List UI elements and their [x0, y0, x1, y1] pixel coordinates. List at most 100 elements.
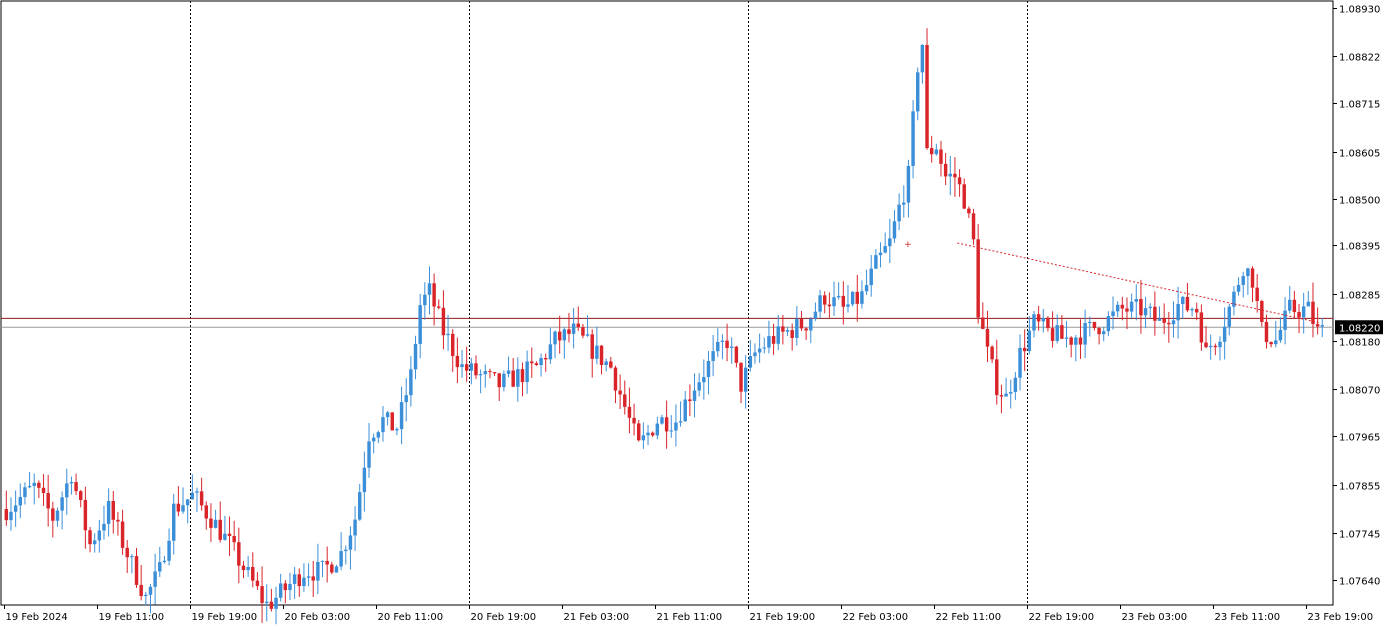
bull-candle — [1227, 306, 1231, 327]
bull-candle — [288, 583, 292, 591]
bear-candle — [967, 208, 971, 214]
x-tick-label: 19 Feb 2024 — [6, 612, 68, 623]
bull-candle — [181, 505, 185, 512]
bull-candle — [753, 352, 757, 357]
x-tick-label: 21 Feb 11:00 — [657, 612, 723, 623]
bear-candle — [218, 519, 222, 540]
bull-candle — [604, 361, 608, 365]
bull-candle — [1004, 393, 1008, 397]
bull-candle — [1102, 331, 1106, 335]
bull-candle — [916, 72, 920, 112]
bull-candle — [1176, 304, 1180, 321]
bull-candle — [306, 576, 311, 578]
bull-candle — [743, 367, 748, 392]
bear-candle — [79, 491, 83, 500]
bull-candle — [1288, 299, 1292, 311]
bull-candle — [469, 363, 474, 371]
bull-candle — [427, 283, 432, 295]
bear-candle — [455, 355, 460, 368]
bear-candle — [1069, 337, 1073, 345]
bull-candle — [69, 482, 74, 484]
y-tick-label: 1.07640 — [1339, 577, 1380, 588]
bull-candle — [1129, 301, 1134, 312]
bear-candle — [957, 177, 962, 185]
bull-candle — [874, 255, 878, 269]
bull-candle — [548, 344, 553, 360]
y-tick-label: 1.08930 — [1339, 5, 1380, 16]
bull-candle — [1143, 308, 1148, 316]
bear-candle — [283, 583, 288, 591]
bull-candle — [1241, 276, 1245, 285]
bear-candle — [567, 329, 571, 334]
bull-candle — [348, 535, 353, 550]
bear-candle — [1292, 299, 1297, 313]
bear-candle — [823, 295, 827, 305]
bull-candle — [948, 173, 952, 177]
bear-candle — [953, 173, 957, 178]
bull-candle — [655, 423, 660, 436]
bear-candle — [46, 493, 50, 509]
x-tick-label: 23 Feb 11:00 — [1215, 612, 1281, 623]
bull-candle — [102, 523, 106, 531]
trendline-layer: + — [904, 240, 1321, 324]
bear-candle — [1297, 312, 1301, 318]
bull-candle — [697, 382, 701, 391]
bear-candle — [1050, 328, 1055, 341]
x-tick-label: 19 Feb 11:00 — [99, 612, 165, 623]
bull-candle — [1246, 268, 1250, 277]
bull-candle — [223, 533, 227, 540]
bear-candle — [488, 371, 492, 373]
bull-candle — [702, 377, 706, 383]
bull-candle — [404, 395, 408, 403]
bear-candle — [688, 399, 692, 402]
x-tick-label: 20 Feb 19:00 — [471, 612, 537, 623]
x-tick-label: 23 Feb 03:00 — [1122, 612, 1188, 623]
bull-candle — [562, 329, 567, 341]
bull-candle — [692, 390, 697, 402]
bull-candle — [1274, 340, 1278, 345]
bull-candle — [1236, 284, 1241, 292]
bull-candle — [678, 421, 683, 423]
bull-candle — [483, 371, 487, 375]
bull-candle — [13, 505, 18, 512]
bull-candle — [339, 551, 343, 567]
bull-candle — [1083, 323, 1087, 345]
bear-candle — [599, 345, 604, 365]
bull-candle — [809, 318, 813, 331]
bear-candle — [1162, 318, 1166, 323]
bear-candle — [632, 417, 636, 424]
bull-candle — [9, 511, 13, 521]
y-tick-label: 1.08070 — [1339, 386, 1380, 397]
bear-candle — [609, 361, 613, 368]
bull-candle — [571, 323, 576, 334]
bull-candle — [669, 430, 673, 432]
bull-candle — [869, 268, 873, 286]
bear-candle — [492, 372, 497, 374]
bear-candle — [1311, 301, 1315, 325]
bear-candle — [771, 336, 776, 344]
axis-layer: 1.08930 1.08822 1.08715 1.08605 1.08500 1.083… — [4, 5, 1383, 623]
bear-candle — [241, 565, 246, 571]
bull-candle — [316, 561, 320, 581]
bear-candle — [1092, 321, 1097, 329]
bull-candle — [65, 483, 69, 498]
x-tick-label: 22 Feb 03:00 — [843, 612, 909, 623]
bull-candle — [1106, 316, 1111, 332]
bear-candle — [981, 317, 985, 329]
bear-candle — [88, 530, 92, 545]
bull-candle — [883, 246, 887, 253]
bull-candle — [1018, 347, 1022, 378]
current-price-box — [1335, 320, 1383, 335]
bull-candle — [850, 291, 855, 305]
bear-candle — [199, 491, 204, 506]
bull-candle — [1055, 325, 1059, 341]
bull-candle — [1064, 337, 1069, 339]
x-tick-label: 23 Feb 19:00 — [1308, 612, 1374, 623]
bear-candle — [627, 406, 632, 418]
bear-candle — [1097, 328, 1101, 335]
bear-candle — [725, 340, 729, 349]
bull-candle — [706, 360, 711, 378]
bear-candle — [232, 536, 236, 543]
